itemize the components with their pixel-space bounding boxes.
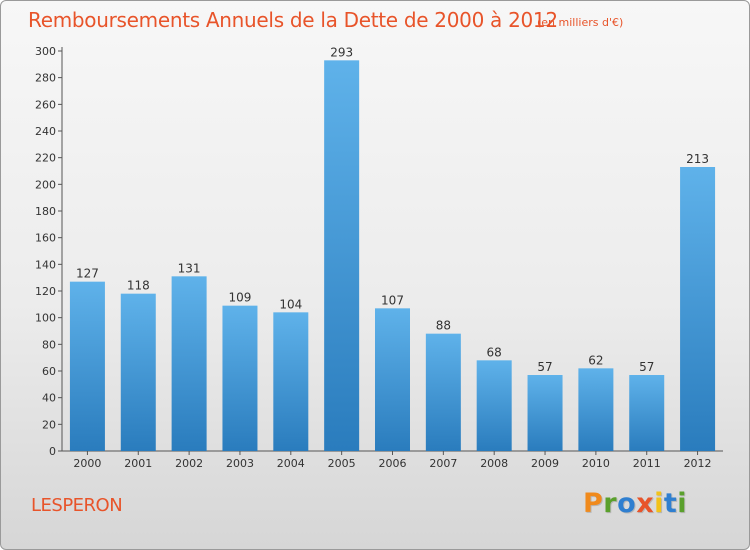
x-tick-label: 2006 bbox=[379, 457, 407, 470]
bar bbox=[324, 60, 360, 451]
logo-letter: P bbox=[583, 488, 604, 519]
bar-value-label: 104 bbox=[279, 297, 302, 311]
x-tick-label: 2000 bbox=[73, 457, 101, 470]
x-tick-label: 2007 bbox=[429, 457, 457, 470]
y-tick-label: 260 bbox=[35, 98, 56, 111]
bar-value-label: 127 bbox=[76, 267, 99, 281]
y-tick-label: 300 bbox=[35, 45, 56, 58]
proxiti-logo: Proxiti bbox=[583, 488, 687, 519]
logo-letter: x bbox=[636, 488, 655, 519]
x-tick-label: 2003 bbox=[226, 457, 254, 470]
y-tick-label: 200 bbox=[35, 178, 56, 191]
bar bbox=[425, 333, 461, 451]
x-tick-label: 2011 bbox=[633, 457, 661, 470]
bar bbox=[476, 360, 512, 451]
bar bbox=[222, 305, 258, 451]
logo-letter: o bbox=[617, 488, 637, 519]
y-tick-label: 100 bbox=[35, 312, 56, 325]
y-tick-label: 60 bbox=[42, 365, 56, 378]
y-tick-label: 240 bbox=[35, 125, 56, 138]
bar-value-label: 131 bbox=[178, 261, 201, 275]
y-tick-label: 160 bbox=[35, 232, 56, 245]
commune-name: LESPERON bbox=[31, 495, 123, 516]
bar bbox=[69, 281, 105, 451]
bar bbox=[680, 167, 716, 451]
y-tick-label: 220 bbox=[35, 152, 56, 165]
logo-letter: i bbox=[677, 488, 688, 519]
bar-value-label: 107 bbox=[381, 293, 404, 307]
bar bbox=[171, 276, 207, 451]
y-tick-label: 80 bbox=[42, 338, 56, 351]
y-tick-label: 0 bbox=[49, 445, 56, 458]
bar-value-label: 88 bbox=[436, 319, 451, 333]
logo-letter: i bbox=[654, 488, 664, 519]
bar-value-label: 57 bbox=[537, 360, 552, 374]
x-tick-label: 2005 bbox=[328, 457, 356, 470]
x-tick-label: 2001 bbox=[124, 457, 152, 470]
bar-value-label: 68 bbox=[487, 345, 502, 359]
logo-letter: t bbox=[663, 488, 678, 519]
y-tick-label: 140 bbox=[35, 258, 56, 271]
bar bbox=[629, 375, 665, 451]
bar-value-label: 118 bbox=[127, 279, 150, 293]
logo-letter: r bbox=[603, 488, 618, 519]
x-tick-label: 2010 bbox=[582, 457, 610, 470]
x-tick-label: 2012 bbox=[684, 457, 712, 470]
bar-value-label: 57 bbox=[639, 360, 654, 374]
bar bbox=[273, 312, 309, 451]
y-tick-label: 40 bbox=[42, 392, 56, 405]
bar-value-label: 213 bbox=[686, 152, 709, 166]
y-tick-label: 20 bbox=[42, 418, 56, 431]
bar bbox=[578, 368, 614, 451]
x-tick-label: 2004 bbox=[277, 457, 305, 470]
bar-value-label: 109 bbox=[229, 291, 252, 305]
bar-value-label: 293 bbox=[330, 45, 353, 59]
y-tick-label: 180 bbox=[35, 205, 56, 218]
bar bbox=[375, 308, 410, 451]
bar bbox=[120, 293, 156, 451]
x-tick-label: 2009 bbox=[531, 457, 559, 470]
bar bbox=[527, 375, 563, 451]
bar-value-label: 62 bbox=[588, 353, 603, 367]
y-tick-label: 280 bbox=[35, 72, 56, 85]
y-tick-label: 120 bbox=[35, 285, 56, 298]
chart-subtitle: (en milliers d'€) bbox=[537, 16, 624, 29]
chart-title: Remboursements Annuels de la Dette de 20… bbox=[28, 8, 558, 32]
x-tick-label: 2002 bbox=[175, 457, 203, 470]
x-tick-label: 2008 bbox=[480, 457, 508, 470]
